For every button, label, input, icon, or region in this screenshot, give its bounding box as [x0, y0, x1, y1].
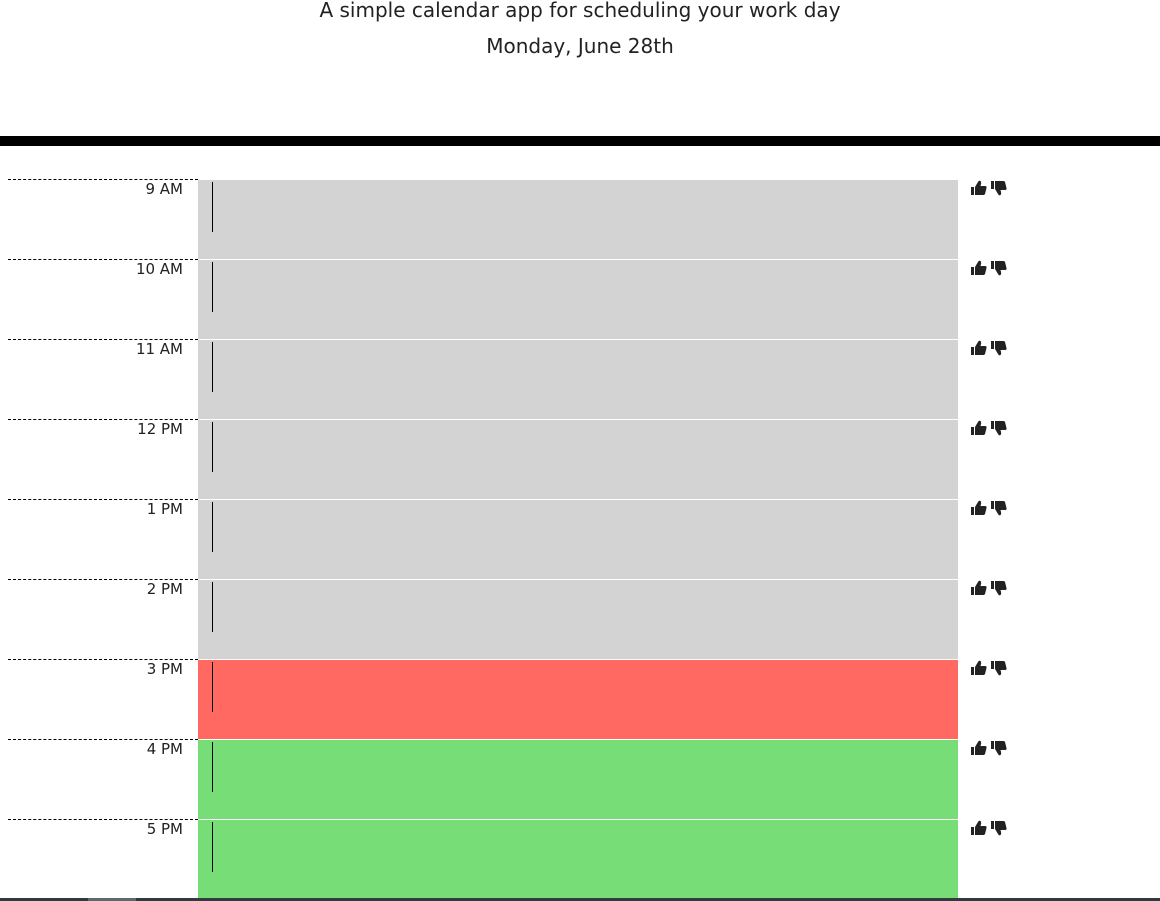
thumbs-up-icon[interactable] — [970, 419, 988, 437]
event-textarea[interactable] — [198, 579, 958, 659]
hour-cell: 3 PM — [8, 659, 198, 739]
thumbs-down-icon[interactable] — [990, 499, 1008, 517]
thumbs-up-icon[interactable] — [970, 499, 988, 517]
hour-label: 2 PM — [146, 580, 183, 598]
textarea-resize-line — [212, 582, 213, 632]
hour-cell: 12 PM — [8, 419, 198, 499]
time-block-row: 11 AM — [0, 339, 1160, 419]
thumbs-up-icon[interactable] — [970, 179, 988, 197]
thumbs-down-icon[interactable] — [990, 339, 1008, 357]
bottom-bar — [0, 898, 1160, 901]
textarea-resize-line — [212, 822, 213, 872]
textarea-resize-line — [212, 262, 213, 312]
hour-label: 1 PM — [146, 500, 183, 518]
hour-cell: 10 AM — [8, 259, 198, 339]
header-divider — [0, 136, 1160, 146]
row-actions — [970, 259, 1008, 277]
time-block-row: 1 PM — [0, 499, 1160, 579]
thumbs-down-icon[interactable] — [990, 179, 1008, 197]
textarea-resize-line — [212, 342, 213, 392]
row-actions — [970, 659, 1008, 677]
bottom-bar-segment — [88, 898, 136, 901]
textarea-resize-line — [212, 182, 213, 232]
hour-label: 5 PM — [146, 820, 183, 838]
jumbotron-header: A simple calendar app for scheduling you… — [0, 0, 1160, 136]
time-block-row: 5 PM — [0, 819, 1160, 899]
current-day: Monday, June 28th — [486, 34, 674, 58]
thumbs-up-icon[interactable] — [970, 259, 988, 277]
event-textarea[interactable] — [198, 499, 958, 579]
thumbs-down-icon[interactable] — [990, 739, 1008, 757]
time-block-row: 2 PM — [0, 579, 1160, 659]
row-actions — [970, 419, 1008, 437]
thumbs-up-icon[interactable] — [970, 339, 988, 357]
time-block-row: 10 AM — [0, 259, 1160, 339]
row-actions — [970, 339, 1008, 357]
hour-cell: 2 PM — [8, 579, 198, 659]
hour-cell: 1 PM — [8, 499, 198, 579]
event-textarea[interactable] — [198, 659, 958, 739]
hour-cell: 4 PM — [8, 739, 198, 819]
event-textarea[interactable] — [198, 339, 958, 419]
hour-label: 11 AM — [135, 340, 183, 358]
event-textarea[interactable] — [198, 819, 958, 899]
thumbs-up-icon[interactable] — [970, 819, 988, 837]
thumbs-down-icon[interactable] — [990, 579, 1008, 597]
thumbs-down-icon[interactable] — [990, 259, 1008, 277]
time-block-row: 4 PM — [0, 739, 1160, 819]
hour-label: 4 PM — [146, 740, 183, 758]
hour-label: 3 PM — [146, 660, 183, 678]
row-actions — [970, 579, 1008, 597]
hour-label: 12 PM — [137, 420, 183, 438]
time-block-row: 3 PM — [0, 659, 1160, 739]
time-block-row: 9 AM — [0, 179, 1160, 259]
event-textarea[interactable] — [198, 259, 958, 339]
time-block-row: 12 PM — [0, 419, 1160, 499]
hour-label: 10 AM — [135, 260, 183, 278]
row-actions — [970, 179, 1008, 197]
textarea-resize-line — [212, 422, 213, 472]
row-actions — [970, 739, 1008, 757]
hour-label: 9 AM — [145, 180, 183, 198]
thumbs-up-icon[interactable] — [970, 739, 988, 757]
thumbs-down-icon[interactable] — [990, 419, 1008, 437]
textarea-resize-line — [212, 742, 213, 792]
row-actions — [970, 819, 1008, 837]
thumbs-down-icon[interactable] — [990, 659, 1008, 677]
event-textarea[interactable] — [198, 739, 958, 819]
app-description: A simple calendar app for scheduling you… — [319, 0, 841, 22]
textarea-resize-line — [212, 502, 213, 552]
textarea-resize-line — [212, 662, 213, 712]
thumbs-down-icon[interactable] — [990, 819, 1008, 837]
thumbs-up-icon[interactable] — [970, 579, 988, 597]
event-textarea[interactable] — [198, 179, 958, 259]
row-actions — [970, 499, 1008, 517]
hour-cell: 11 AM — [8, 339, 198, 419]
event-textarea[interactable] — [198, 419, 958, 499]
hour-cell: 9 AM — [8, 179, 198, 259]
hour-cell: 5 PM — [8, 819, 198, 899]
thumbs-up-icon[interactable] — [970, 659, 988, 677]
